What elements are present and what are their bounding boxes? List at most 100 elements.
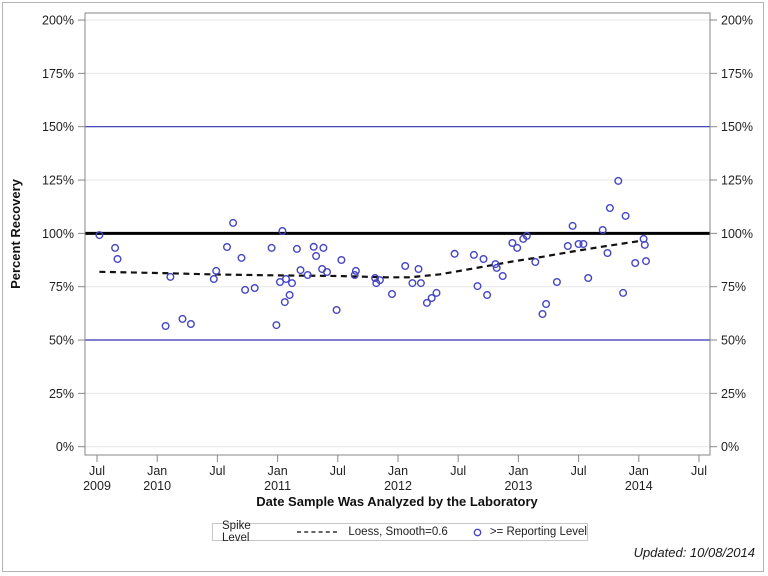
y-tick-label-left: 125% [42,174,74,188]
scatter-point [450,249,459,258]
axis-tick-layer: 0% 0% 25% 25% 50% 50% 75% 75% 100% 100% 125% 125% 15… [42,14,753,493]
scatter-point [473,282,482,291]
y-tick-label-left: 100% [42,227,74,241]
scatter-point [278,226,287,235]
x-tick-label-month: Jul [330,464,346,478]
scatter-point [296,266,305,275]
scatter-point [309,242,318,251]
scatter-point [574,239,583,248]
x-tick-label-month: Jul [209,464,225,478]
loess-line-icon [297,531,340,533]
scatter-point [111,243,120,252]
scatter-point [508,238,517,247]
scatter-point [222,242,231,251]
scatter-point [375,276,384,285]
scatter-point [282,275,291,284]
scatter-point [614,176,623,185]
loess-curve [99,239,643,279]
scatter-point [552,278,561,287]
scatter-point [319,243,328,252]
scatter-point [542,300,551,309]
x-tick-label-year: 2014 [625,479,653,493]
y-tick-label-right: 25% [721,387,746,401]
x-axis-title: Date Sample Was Analyzed by the Laborato… [256,494,538,509]
scatter-point [292,244,301,253]
y-tick-label-left: 150% [42,120,74,134]
scatter-point [312,251,321,260]
scatter-point [642,257,651,266]
legend-item-loess: Loess, Smooth=0.6 [348,526,448,538]
scatter-point [522,231,531,240]
scatter-point [605,203,614,212]
x-tick-label-month: Jul [89,464,105,478]
scatter-point [584,274,593,283]
scatter-point [166,272,175,281]
x-tick-label-year: 2012 [384,479,412,493]
scatter-point [212,266,221,275]
scatter-point [332,306,341,315]
x-tick-label-month: Jul [450,464,466,478]
scatter-point [479,254,488,263]
scatter-point-layer [95,176,651,331]
scatter-point [186,320,195,329]
x-tick-label-month: Jul [691,464,707,478]
y-tick-label-left: 175% [42,67,74,81]
scatter-point [241,285,250,294]
y-tick-label-right: 175% [721,67,753,81]
updated-timestamp: Updated: 10/08/2014 [633,545,755,560]
y-tick-label-right: 200% [721,14,753,28]
x-tick-label-month: Jul [571,464,587,478]
legend-title: Spike Level [222,520,251,544]
scatter-point [579,239,588,248]
scatter-point [113,254,122,263]
scatter-point [414,265,423,274]
x-tick-label-month: Jan [629,464,649,478]
scatter-point [483,291,492,300]
x-tick-label-year: 2013 [504,479,532,493]
scatter-point [422,298,431,307]
x-tick-label-month: Jan [508,464,528,478]
scatter-point [337,256,346,265]
reference-line-layer [85,126,710,341]
x-tick-label-month: Jan [268,464,288,478]
scatter-point [351,266,360,275]
scatter-point [598,225,607,234]
scatter-point [491,260,500,269]
y-tick-label-right: 150% [721,120,753,134]
y-tick-label-right: 100% [721,227,753,241]
scatter-point [350,271,359,280]
scatter-point [401,262,410,271]
scatter-point [250,284,259,293]
y-tick-label-left: 50% [49,334,74,348]
scatter-point [427,294,436,303]
y-tick-label-right: 125% [721,174,753,188]
scatter-point [619,288,628,297]
scatter-point [267,243,276,252]
scatter-point [531,258,540,267]
scatter-point [371,274,380,283]
scatter-point [432,288,441,297]
scatter-point [408,279,417,288]
y-tick-label-left: 75% [49,280,74,294]
open-circle-icon [473,528,482,536]
y-tick-label-left: 200% [42,14,74,28]
scatter-point [621,211,630,220]
recovery-scatter-plot: 0% 0% 25% 25% 50% 50% 75% 75% 100% 100% 125% 125% 15… [8,12,753,509]
scatter-point [280,298,289,307]
x-tick-label-year: 2009 [83,479,111,493]
x-tick-label-month: Jan [388,464,408,478]
loess-curve-layer [99,239,643,279]
y-axis-title: Percent Recovery [8,178,23,289]
y-tick-label-right: 50% [721,334,746,348]
scatter-point [640,240,649,249]
y-tick-label-left: 0% [56,440,74,454]
scatter-point [272,321,281,330]
legend: Spike Level Loess, Smooth=0.6 >= Reporti… [212,520,588,544]
y-tick-label-left: 25% [49,387,74,401]
legend-item-reporting-level: >= Reporting Level [489,526,587,538]
scatter-point [631,259,640,268]
scatter-point [323,268,332,277]
x-tick-label-month: Jan [147,464,167,478]
x-tick-label-year: 2010 [143,479,171,493]
scatter-point [178,314,187,323]
